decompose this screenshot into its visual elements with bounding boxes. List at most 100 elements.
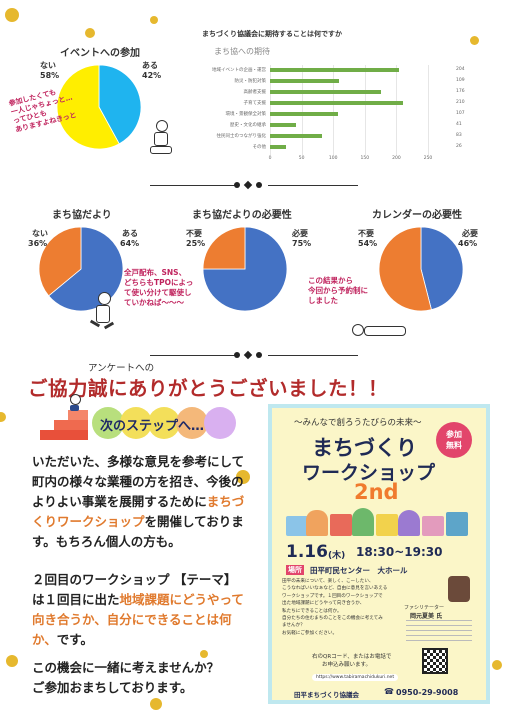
highlight-text: くりワークショップ: [32, 514, 145, 529]
body-line: 町内の様々な業種の方を招き、今後の: [32, 474, 244, 489]
bar-chart-bar: [270, 134, 323, 138]
body-text: よりよい事業を展開するために: [32, 494, 207, 509]
bar-chart-tick-label: 200: [392, 156, 401, 161]
facilitator-photo: [448, 576, 470, 602]
flyer-qr-note-1: 右のQRコード、またはお電話で: [312, 654, 392, 660]
highlight-text: か、: [32, 632, 57, 647]
bar-chart-gridline: [301, 65, 303, 155]
qr-code[interactable]: [422, 648, 448, 674]
body-line: ご参加おまちしております。: [32, 680, 193, 695]
body-line: ２回目のワークショップ 【テーマ】: [32, 572, 237, 587]
desc-line: お気軽にご参加ください。: [282, 630, 338, 636]
dayori-pie-no-label: ない: [32, 229, 48, 238]
next-step-circle: [120, 407, 152, 439]
townscape-illustration: [286, 506, 472, 536]
facilitator-name: 岡元夏美 氏: [410, 613, 443, 620]
bar-chart-category-label: 高齢者支援: [243, 90, 267, 95]
bar-chart-gridline: [396, 65, 398, 155]
bar-chart-value-label: 204: [456, 67, 465, 72]
calendar-pie-note: この結果から 今回から予約制に しました: [308, 276, 368, 306]
dayori-pie-yes-pct: 64%: [120, 239, 140, 248]
flyer-place-label: 場所: [286, 565, 304, 575]
pie-slice-必要: [420, 226, 464, 311]
bar-chart-bar: [270, 123, 296, 127]
flyer-weekday: (木): [328, 551, 346, 561]
desc-line: ませんか？: [282, 623, 305, 629]
need-pie-chart: [202, 226, 288, 312]
free-badge: 参加 無料: [436, 422, 472, 458]
bar-chart-tick-label: 100: [328, 156, 338, 161]
bar-chart-gridline: [333, 65, 335, 155]
bar-chart-bar: [270, 112, 338, 116]
bar-chart-gridline: [428, 65, 429, 155]
flyer-phone: 0950-29-9008: [396, 688, 459, 697]
decor-dot: [470, 36, 479, 45]
decor-dot: [5, 8, 19, 22]
body-line: す。もちろん個人の方も。: [32, 534, 181, 549]
highlight-text: 向き合うか、自分にできることは何: [32, 612, 232, 627]
note-line: この結果から: [308, 276, 353, 285]
event-pie-no-pct: 58%: [40, 71, 60, 80]
decor-dot: [492, 660, 502, 670]
flyer-title-line-2: ワークショップ: [302, 462, 436, 484]
flyer-edition: 2nd: [354, 480, 399, 504]
pie-slice-必要: [202, 226, 288, 312]
note-line: どちらもTPOによっ: [124, 278, 194, 287]
flyer-place: 田平町民センター 大ホール: [310, 566, 408, 575]
bar-chart-value-label: 41: [456, 122, 462, 127]
pie-slice-ない: [56, 64, 120, 150]
stairs-illustration: [40, 394, 88, 440]
divider-dot: [234, 182, 240, 188]
lying-person-illustration: [352, 320, 408, 338]
flyer-url[interactable]: https://www.tabiramachidukuri.net: [312, 674, 399, 681]
facilitator-profile: [406, 620, 472, 644]
calendar-pie-no-pct: 54%: [358, 239, 378, 248]
need-pie-yes-label: 必要: [292, 229, 308, 238]
calendar-pie-title: カレンダーの必要性: [372, 210, 462, 221]
bar-chart-gridline: [364, 65, 366, 155]
event-pie-yes-label: ある: [142, 61, 158, 70]
body-line: か、です。: [32, 630, 244, 650]
desc-line: 出た地域課題にどうやって向き合うか、: [282, 601, 365, 607]
flyer-qr-note-2: お申込み願います。: [322, 662, 371, 668]
divider: [150, 185, 235, 186]
bar-chart-subtitle: まち協への期待: [214, 47, 270, 56]
decor-dot: [0, 412, 6, 422]
need-pie-no-pct: 25%: [186, 239, 206, 248]
divider-diamond: [243, 180, 253, 190]
body-text: は１回目に出た: [32, 592, 120, 607]
body-line: いただいた、多様な意見を参考にして: [32, 454, 245, 469]
desc-line: ワークショップです。１回目のワークショップで: [282, 593, 383, 599]
pie-slice-不要: [378, 226, 432, 312]
highlight-text: 地域課題にどうやって: [119, 592, 244, 607]
body-line: よりよい事業を展開するためにまちづ: [32, 492, 244, 512]
divider-dot: [256, 352, 262, 358]
desc-line: 田平の未来について、楽しく、こーしたい、: [282, 579, 374, 584]
pie-slice-ある: [98, 64, 142, 145]
body-paragraph-2: ２回目のワークショップ 【テーマ】 は１回目に出た地域課題にどうやって 向き合う…: [32, 570, 244, 650]
bar-chart-tick-label: 0: [268, 156, 272, 161]
bar-chart-heading: まちづくり協議会に期待することは何ですか: [202, 30, 342, 38]
pie-slice-ある: [48, 226, 124, 312]
bar-chart-bar: [270, 90, 382, 94]
desc-line: こうなればいいなぁなど、自由に意見を言いあえる: [282, 586, 388, 592]
event-pie-no-label: ない: [40, 61, 56, 70]
bar-chart-value-label: 176: [456, 89, 465, 94]
body-paragraph-3: この機会に一緒に考えませんか？ ご参加おまちしております。: [32, 658, 219, 698]
decor-dot: [85, 28, 95, 38]
bar-chart-category-label: 子育て支援: [243, 101, 267, 106]
bar-chart-bar: [270, 68, 399, 72]
flyer-date: 1.16: [286, 542, 328, 562]
next-step-circle: [92, 407, 124, 439]
bar-chart-value-label: 83: [456, 133, 462, 138]
next-step-circle: [176, 407, 208, 439]
calendar-pie-yes-pct: 46%: [458, 239, 478, 248]
note-line: 今回から予約制に: [308, 286, 368, 295]
next-step-circle: [204, 407, 236, 439]
dayori-pie-title: まち協だより: [52, 210, 112, 221]
highlight-text: まちづ: [206, 494, 245, 509]
running-person-illustration: [88, 292, 118, 336]
thanks-small: アンケートへの: [88, 363, 155, 374]
facilitator-label: ファシリテーター: [404, 605, 445, 611]
bar-chart-bar: [270, 145, 287, 149]
